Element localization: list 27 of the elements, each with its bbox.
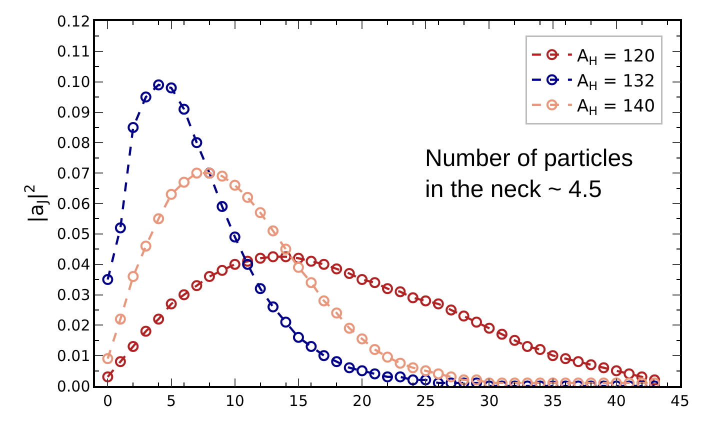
y-tick-label: 0.11	[56, 42, 90, 61]
legend-label: A$_{H}$ = 132	[576, 71, 656, 93]
x-tick-label: 20	[352, 392, 372, 410]
x-tick-label: 10	[225, 392, 244, 410]
legend-label: A$_{H}$ = 140	[576, 96, 656, 118]
y-tick-label: 0.10	[56, 73, 90, 92]
y-tick-label: 0.09	[56, 104, 90, 122]
x-tick-label: 15	[288, 392, 308, 410]
x-tick-label: 45	[670, 392, 690, 410]
y-tick-label: 0.03	[56, 286, 90, 304]
x-tick-label: 40	[606, 392, 626, 410]
x-tick-label: 25	[416, 392, 436, 410]
y-tick-label: 0.08	[56, 134, 90, 152]
x-tick-label: 0	[102, 392, 112, 410]
y-tick-label: 0.05	[56, 225, 90, 244]
y-tick-label: 0.12	[56, 12, 90, 30]
y-tick-label: 0.07	[56, 164, 90, 182]
y-tick-label: 0.06	[56, 194, 90, 213]
y-tick-label: 0.01	[56, 346, 90, 365]
x-tick-label: 30	[480, 392, 499, 410]
y-tick-label: 0.00	[56, 377, 90, 396]
x-tick-label: 35	[543, 392, 562, 410]
y-tick-label: 0.02	[56, 316, 90, 334]
x-tick-label: 5	[166, 392, 176, 410]
legend-label: A$_{H}$ = 120	[576, 46, 656, 68]
y-tick-label: 0.04	[56, 256, 90, 274]
annotation: Number of particles in the neck ~ 4.5	[425, 145, 634, 204]
